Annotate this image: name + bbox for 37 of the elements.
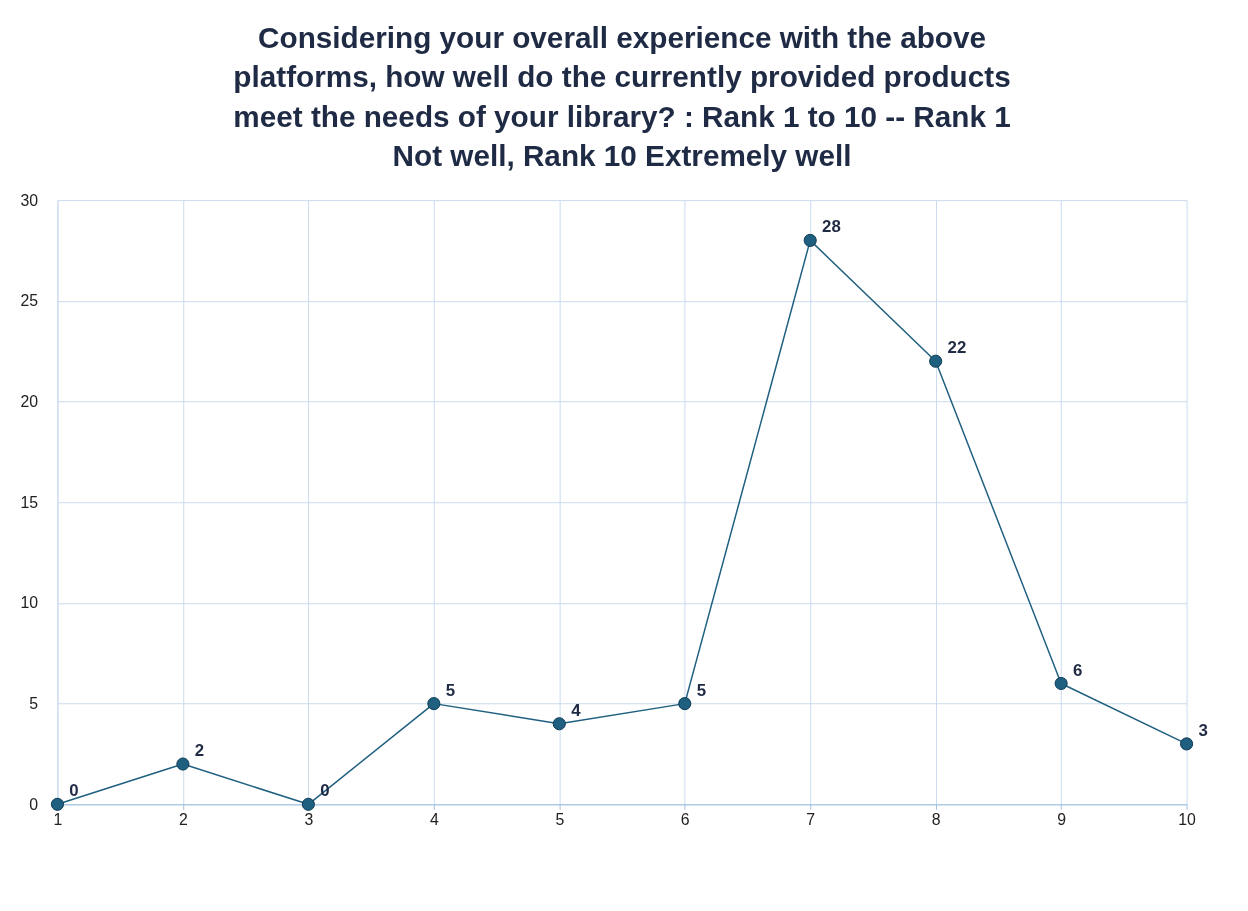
x-tick-label: 6 [680,810,690,828]
y-tick-label: 20 [20,392,39,410]
y-tick-label: 0 [29,795,39,813]
data-label: 5 [445,680,456,700]
data-label: 2 [194,741,205,761]
data-label: 5 [696,680,706,700]
x-tick-label: 3 [304,810,314,828]
x-tick-label: 1 [53,810,63,828]
x-tick-label: 7 [806,810,816,828]
point [1180,737,1194,751]
data-label: 6 [1073,660,1083,680]
y-tick-label: 10 [20,594,39,612]
x-tick-label: 10 [1178,810,1197,828]
point [427,697,441,711]
point [301,797,315,811]
data-label: 28 [822,217,841,237]
point [176,757,190,771]
x-tick-label: 5 [555,810,565,828]
x-tick-label: 4 [429,810,439,828]
x-tick-label: 2 [179,810,188,828]
x-tick-label: 9 [1057,810,1067,828]
y-tick-label: 15 [20,493,39,511]
point [803,233,817,247]
chart-title: Considering your overall experience with the above platforms, how well do the currently provided products meet the needs of your library? : Rank 1 to 10 -- Rank 1 Not well, Rank 10 Extremely well [233,20,1011,173]
point [1054,676,1068,691]
point [50,797,65,811]
data-label: 3 [1198,720,1208,740]
point [552,717,566,731]
data-label: 4 [571,700,582,720]
data-label: 22 [947,338,967,358]
y-tick-label: 25 [20,292,39,310]
y-tick-label: 30 [20,191,39,209]
data-label: 0 [69,781,79,801]
point [678,697,692,711]
point [929,354,943,368]
y-tick-label: 5 [29,695,39,713]
x-tick-label: 8 [931,810,941,828]
